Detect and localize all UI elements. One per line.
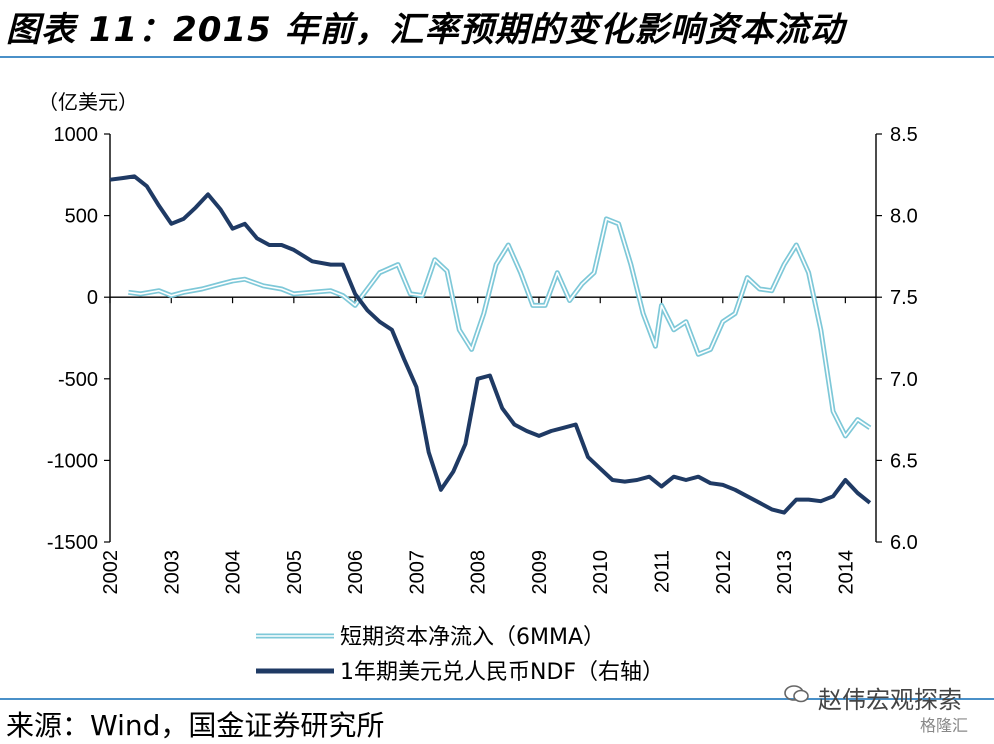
wechat-icon [784, 685, 809, 703]
left-tick-label: 1000 [54, 124, 99, 146]
right-tick-label: 7.0 [890, 369, 918, 391]
left-tick-label: -1000 [47, 450, 98, 472]
left-tick-label: -1500 [47, 532, 98, 554]
x-tick-label: 2007 [406, 550, 428, 595]
x-tick-label: 2008 [468, 550, 490, 595]
x-tick-label: 2009 [529, 550, 551, 595]
watermark-text: 赵伟宏观探索 [818, 686, 962, 714]
series-line-short-term-capital-inner [128, 218, 871, 437]
source-note: 来源：Wind，国金证券研究所 [6, 709, 385, 742]
x-tick-label: 2002 [100, 550, 122, 595]
legend-label-short-term-capital: 短期资本净流入（6MMA） [340, 625, 605, 650]
x-tick-label: 2012 [713, 550, 735, 595]
x-tick-label: 2014 [835, 550, 857, 595]
left-axis-unit: （亿美元） [38, 90, 138, 114]
brand-mark: 格隆汇 [920, 716, 969, 735]
right-tick-label: 8.0 [890, 206, 918, 228]
right-tick-label: 8.5 [890, 124, 918, 146]
x-tick-label: 2003 [161, 550, 183, 595]
series-line-ndf [109, 174, 872, 515]
x-tick-label: 2004 [223, 550, 245, 595]
left-tick-label: 500 [65, 206, 98, 228]
x-tick-label: 2013 [774, 550, 796, 595]
right-tick-label: 6.0 [890, 532, 918, 554]
x-tick-label: 2010 [590, 550, 612, 595]
x-tick-label: 2005 [284, 550, 306, 595]
right-tick-label: 6.5 [890, 450, 918, 472]
x-tick-label: 2011 [652, 550, 674, 593]
plot-area: 1000 500 0 -500 -1000 -1500 8.5 8.0 7.5 7.0 6.5 6.0… [47, 124, 918, 685]
chart-canvas: 1000 500 0 -500 -1000 -1500 8.5 8.0 7.5 7.0 6.5 6.0… [47, 124, 918, 685]
chart-title: 图表 11：2015 年前，汇率预期的变化影响资本流动 [6, 10, 845, 50]
right-tick-label: 7.5 [890, 287, 918, 309]
left-tick-label: -500 [58, 369, 98, 391]
top-divider [0, 56, 994, 58]
bottom-divider [0, 698, 994, 700]
x-tick-label: 2006 [345, 550, 367, 595]
legend-label-ndf: 1年期美元兑人民币NDF（右轴） [340, 660, 664, 685]
left-tick-label: 0 [87, 287, 98, 309]
